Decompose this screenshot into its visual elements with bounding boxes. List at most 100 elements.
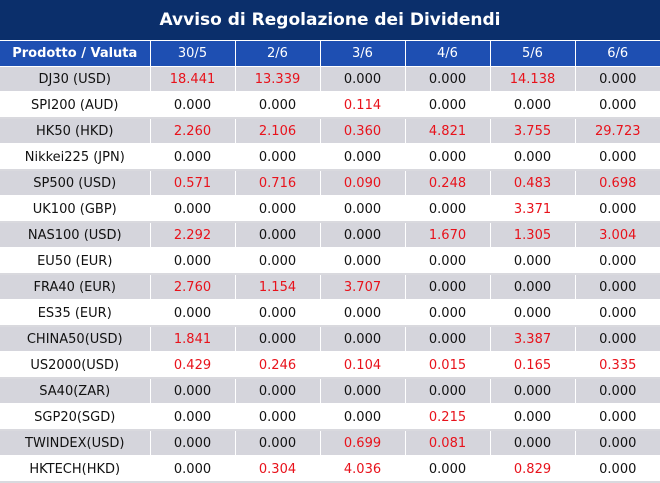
value-cell: 0.000 [320, 222, 406, 249]
value-cell: 0.000 [235, 430, 321, 457]
value-cell: 1.154 [235, 274, 321, 301]
value-cell: 0.000 [235, 222, 321, 249]
product-cell: SPI200 (AUD) [0, 92, 151, 119]
value-cell: 0.000 [575, 456, 660, 483]
value-cell: 0.000 [235, 196, 321, 223]
value-cell: 3.004 [575, 222, 660, 249]
header-date: 6/6 [575, 41, 660, 67]
value-cell: 0.000 [235, 92, 321, 119]
value-cell: 0.114 [320, 92, 406, 119]
value-cell: 0.699 [320, 430, 406, 457]
value-cell: 0.829 [490, 456, 576, 483]
value-cell: 3.707 [320, 274, 406, 301]
value-cell: 0.000 [320, 326, 406, 353]
table-row: SP500 (USD) 0.571 0.716 0.090 0.248 0.483 0.69… [0, 170, 660, 197]
product-cell: EU50 (EUR) [0, 248, 151, 275]
value-cell: 0.000 [150, 430, 236, 457]
value-cell: 0.000 [575, 326, 660, 353]
value-cell: 1.305 [490, 222, 576, 249]
product-cell: ES35 (EUR) [0, 300, 151, 327]
value-cell: 0.000 [150, 196, 236, 223]
product-cell: HKTECH(HKD) [0, 456, 151, 483]
value-cell: 0.000 [575, 144, 660, 171]
value-cell: 0.000 [405, 144, 491, 171]
table-row: UK100 (GBP) 0.000 0.000 0.000 0.000 3.371 0.00… [0, 196, 660, 223]
value-cell: 0.429 [150, 352, 236, 379]
value-cell: 0.000 [320, 144, 406, 171]
value-cell: 0.000 [575, 66, 660, 93]
value-cell: 0.000 [320, 404, 406, 431]
value-cell: 0.215 [405, 404, 491, 431]
value-cell: 0.081 [405, 430, 491, 457]
product-cell: HK50 (HKD) [0, 118, 151, 145]
value-cell: 0.165 [490, 352, 576, 379]
value-cell: 0.000 [405, 248, 491, 275]
value-cell: 0.000 [575, 196, 660, 223]
value-cell: 0.000 [575, 248, 660, 275]
value-cell: 0.015 [405, 352, 491, 379]
table-row: SA40(ZAR) 0.000 0.000 0.000 0.000 0.000 0.000 [0, 378, 660, 405]
value-cell: 0.000 [490, 274, 576, 301]
value-cell: 29.723 [575, 118, 660, 145]
header-date: 2/6 [235, 41, 321, 67]
table-row: HK50 (HKD) 2.260 2.106 0.360 4.821 3.755 29.72… [0, 118, 660, 145]
value-cell: 0.483 [490, 170, 576, 197]
value-cell: 0.000 [405, 196, 491, 223]
product-cell: FRA40 (EUR) [0, 274, 151, 301]
table-row: EU50 (EUR) 0.000 0.000 0.000 0.000 0.000 0.000 [0, 248, 660, 275]
value-cell: 0.000 [235, 144, 321, 171]
value-cell: 0.000 [490, 248, 576, 275]
product-cell: SGP20(SGD) [0, 404, 151, 431]
product-cell: SP500 (USD) [0, 170, 151, 197]
value-cell: 0.000 [320, 300, 406, 327]
product-cell: UK100 (GBP) [0, 196, 151, 223]
value-cell: 0.000 [235, 248, 321, 275]
value-cell: 0.000 [235, 378, 321, 405]
value-cell: 0.000 [575, 430, 660, 457]
value-cell: 0.000 [235, 326, 321, 353]
header-row: Prodotto / Valuta 30/5 2/6 3/6 4/6 5/6 6… [0, 41, 660, 67]
value-cell: 0.360 [320, 118, 406, 145]
header-date: 3/6 [320, 41, 406, 67]
value-cell: 14.138 [490, 66, 576, 93]
value-cell: 0.000 [490, 144, 576, 171]
value-cell: 0.716 [235, 170, 321, 197]
table-row: Nikkei225 (JPN) 0.000 0.000 0.000 0.000 0.000… [0, 144, 660, 171]
value-cell: 0.000 [150, 144, 236, 171]
value-cell: 1.670 [405, 222, 491, 249]
value-cell: 0.000 [490, 404, 576, 431]
value-cell: 2.260 [150, 118, 236, 145]
value-cell: 0.698 [575, 170, 660, 197]
header-date: 5/6 [490, 41, 576, 67]
table-row: HKTECH(HKD) 0.000 0.304 4.036 0.000 0.829 0.00… [0, 456, 660, 483]
value-cell: 0.000 [150, 300, 236, 327]
table-row: TWINDEX(USD) 0.000 0.000 0.699 0.081 0.000 0.0… [0, 430, 660, 457]
table-row: SGP20(SGD) 0.000 0.000 0.000 0.215 0.000 0.000 [0, 404, 660, 431]
header-date: 4/6 [405, 41, 491, 67]
value-cell: 3.387 [490, 326, 576, 353]
value-cell: 0.000 [150, 404, 236, 431]
product-cell: Nikkei225 (JPN) [0, 144, 151, 171]
value-cell: 0.000 [320, 248, 406, 275]
value-cell: 0.104 [320, 352, 406, 379]
value-cell: 0.000 [405, 274, 491, 301]
value-cell: 0.571 [150, 170, 236, 197]
value-cell: 0.000 [235, 300, 321, 327]
value-cell: 3.371 [490, 196, 576, 223]
header-product: Prodotto / Valuta [0, 41, 151, 67]
value-cell: 4.036 [320, 456, 406, 483]
value-cell: 0.000 [405, 456, 491, 483]
value-cell: 0.000 [235, 404, 321, 431]
product-cell: SA40(ZAR) [0, 378, 151, 405]
value-cell: 0.000 [490, 300, 576, 327]
table-row: FRA40 (EUR) 2.760 1.154 3.707 0.000 0.000 0.00… [0, 274, 660, 301]
value-cell: 18.441 [150, 66, 236, 93]
product-cell: DJ30 (USD) [0, 66, 151, 93]
value-cell: 0.000 [320, 378, 406, 405]
value-cell: 0.000 [405, 92, 491, 119]
value-cell: 0.000 [575, 378, 660, 405]
value-cell: 2.292 [150, 222, 236, 249]
value-cell: 0.000 [490, 378, 576, 405]
header-date: 30/5 [150, 41, 236, 67]
table-row: US2000(USD) 0.429 0.246 0.104 0.015 0.165 0.33… [0, 352, 660, 379]
